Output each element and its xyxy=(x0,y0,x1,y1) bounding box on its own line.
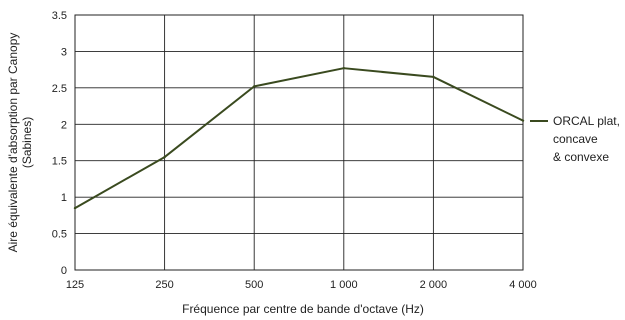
x-tick-labels: 125 250 500 1 000 2 000 4 000 xyxy=(66,279,537,291)
legend-label-line-2: concave xyxy=(553,132,598,146)
data-point xyxy=(343,67,345,69)
data-point xyxy=(522,119,524,121)
legend: ORCAL plat, concave & convexe xyxy=(530,114,620,164)
y-tick-label: 3 xyxy=(61,46,67,58)
y-tick-label: 1.5 xyxy=(52,156,67,168)
y-tick-label: 3.5 xyxy=(52,10,67,22)
data-point xyxy=(432,76,434,78)
legend-label-line-3: & convexe xyxy=(553,150,609,164)
legend-label-line-1: ORCAL plat, xyxy=(553,114,620,128)
grid xyxy=(75,15,523,270)
plot-frame xyxy=(75,15,523,270)
x-tick-label: 4 000 xyxy=(509,279,537,291)
series-layer xyxy=(74,67,524,209)
x-axis-title: Fréquence par centre de bande d'octave (… xyxy=(182,302,424,316)
x-tick-label: 2 000 xyxy=(420,279,448,291)
y-tick-labels: 0 0.5 1 1.5 2 2.5 3 3.5 xyxy=(52,10,67,277)
x-tick-label: 125 xyxy=(66,279,84,291)
y-tick-label: 0 xyxy=(61,265,67,277)
data-point xyxy=(163,156,165,158)
y-axis-title-line-2: (Sabines) xyxy=(20,117,34,168)
y-tick-label: 2.5 xyxy=(52,83,67,95)
data-point xyxy=(253,85,255,87)
y-tick-label: 0.5 xyxy=(52,229,67,241)
x-tick-label: 500 xyxy=(245,279,263,291)
series-line xyxy=(75,68,523,208)
data-point xyxy=(74,207,76,209)
y-tick-label: 1 xyxy=(61,192,67,204)
x-tick-label: 250 xyxy=(155,279,173,291)
x-tick-label: 1 000 xyxy=(330,279,358,291)
y-axis-title-line-1: Aire équivalente d'absorption par Canopy xyxy=(6,33,20,253)
y-tick-label: 2 xyxy=(61,119,67,131)
y-axis-title: Aire équivalente d'absorption par Canopy… xyxy=(6,33,34,253)
